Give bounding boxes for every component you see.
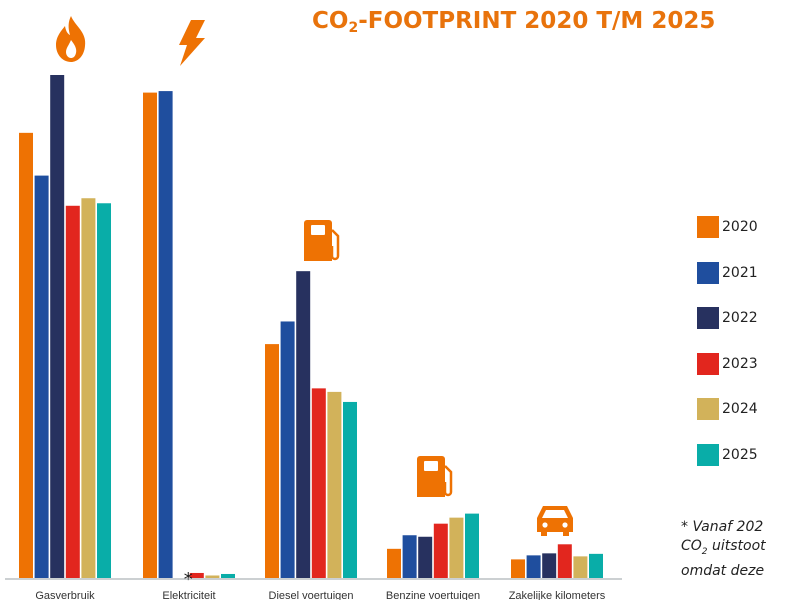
bar-zakelijke-kilometers-2020 [511, 559, 525, 578]
bar-gasverbruik-2021 [34, 175, 49, 578]
bar-diesel-voertuigen-2024 [327, 391, 342, 578]
category-icons [56, 16, 573, 536]
bar-elektriciteit-2025 [221, 573, 235, 578]
bar-diesel-voertuigen-2023 [311, 388, 326, 578]
footnote-line-1: * Vanaf 202 [681, 519, 764, 535]
legend-swatch [697, 261, 719, 284]
legend-label: 2025 [722, 446, 758, 463]
x-tick-label: Diesel voertuigen [269, 590, 354, 600]
bar-elektriciteit-2023 [189, 572, 204, 578]
legend-item-2022: 2022 [697, 307, 758, 330]
bar-elektriciteit-2020 [143, 92, 157, 578]
bar-group: * [19, 75, 603, 590]
bar-diesel-voertuigen-2021 [280, 321, 295, 578]
x-tick-label: Benzine voertuigen [386, 590, 480, 600]
bar-zakelijke-kilometers-2022 [542, 553, 557, 578]
bar-benzine-voertuigen-2022 [418, 536, 433, 578]
bar-zakelijke-kilometers-2021 [526, 555, 541, 578]
bar-gasverbruik-2024 [81, 198, 96, 579]
legend-swatch [697, 443, 719, 466]
legend-swatch [697, 216, 719, 238]
legend-item-2021: 2021 [697, 261, 758, 284]
legend: 2020 2021 2022 2023 2024 2025 [697, 216, 758, 490]
bar-benzine-voertuigen-2020 [387, 548, 401, 578]
footnote: * Vanaf 202 CO2 uitstoot omdat deze [681, 518, 807, 581]
bar-gasverbruik-2022 [50, 75, 65, 578]
bar-zakelijke-kilometers-2024 [573, 556, 588, 578]
legend-label: 2024 [722, 401, 758, 418]
bar-gasverbruik-2025 [97, 203, 111, 578]
car-icon [537, 506, 573, 536]
flame-icon [56, 16, 86, 62]
bar-diesel-voertuigen-2022 [296, 271, 311, 578]
bar-diesel-voertuigen-2020 [265, 344, 279, 578]
bar-gasverbruik-2020 [19, 132, 33, 578]
chart-title: CO2-FOOTPRINT 2020 T/M 2025 [312, 8, 716, 36]
bar-zakelijke-kilometers-2025 [589, 553, 603, 578]
lightning-icon [179, 20, 205, 66]
x-tick-label: Elektriciteit [162, 590, 215, 600]
fuel-pump-icon [417, 456, 453, 497]
legend-item-2023: 2023 [697, 352, 758, 375]
x-tick-labels: Gasverbruik Elektriciteit Diesel voertuige… [35, 590, 605, 600]
legend-item-2020: 2020 [697, 216, 758, 238]
bar-benzine-voertuigen-2021 [402, 535, 417, 578]
legend-label: 2020 [722, 219, 758, 235]
x-tick-label: Gasverbruik [35, 590, 95, 600]
legend-item-2025: 2025 [697, 443, 758, 466]
footnote-line-2: CO2 uitstoot [681, 538, 766, 557]
legend-swatch [697, 352, 719, 375]
bar-benzine-voertuigen-2023 [433, 523, 448, 578]
fuel-pump-icon [304, 220, 340, 261]
legend-label: 2023 [722, 355, 758, 372]
bar-zakelijke-kilometers-2023 [557, 544, 572, 578]
legend-swatch [697, 398, 719, 421]
legend-label: 2022 [722, 310, 758, 327]
x-tick-label: Zakelijke kilometers [509, 590, 606, 600]
legend-item-2024: 2024 [697, 398, 758, 421]
bar-elektriciteit-2021 [158, 91, 173, 578]
bar-benzine-voertuigen-2024 [449, 517, 464, 578]
bar-benzine-voertuigen-2025 [465, 513, 479, 578]
legend-swatch [697, 307, 719, 330]
footnote-line-3: omdat deze [681, 562, 765, 579]
legend-label: 2021 [722, 264, 758, 281]
bar-elektriciteit-2024 [205, 575, 220, 578]
bar-diesel-voertuigen-2025 [343, 401, 357, 578]
bar-gasverbruik-2023 [65, 205, 80, 578]
